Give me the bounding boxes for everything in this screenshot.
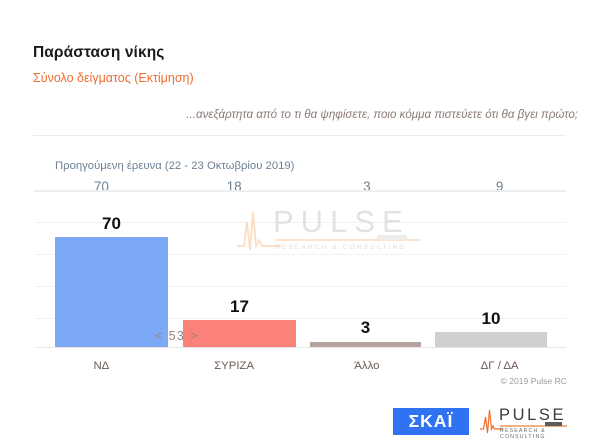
pulse-logo-tagline: RESEARCH & CONSULTING — [500, 428, 546, 440]
pulse-logo-rule — [500, 425, 567, 427]
chart-header: Παράσταση νίκης Σύνολο δείγματος (Εκτίμη… — [0, 0, 600, 135]
watermark-rule — [275, 239, 421, 241]
previous-value: 9 — [495, 179, 504, 194]
axis-baseline — [35, 347, 566, 348]
pulse-wave-icon — [480, 409, 503, 434]
bar-dg-da[interactable] — [435, 332, 547, 347]
gridline — [35, 318, 566, 319]
pulse-logo-block — [545, 422, 562, 426]
pulse-wave-icon — [237, 211, 281, 251]
previous-survey-label: Προηγούμενη έρευνα (22 - 23 Οκτωβρίου 20… — [55, 160, 295, 172]
skai-logo: ΣΚΑΪ — [393, 407, 469, 435]
gap-annotation: < 53 > — [155, 329, 199, 343]
pulse-watermark: PULSE RESEARCH & CONSULTING — [231, 204, 431, 256]
watermark-tagline: RESEARCH & CONSULTING — [275, 244, 407, 251]
x-axis-labels: ΝΔ ΣΥΡΙΖΑ Άλλο ΔΓ / ΔΑ — [35, 360, 566, 372]
header-divider — [33, 135, 566, 136]
x-tick-syriza: ΣΥΡΙΖΑ — [214, 360, 255, 372]
x-tick-nd: ΝΔ — [93, 360, 110, 372]
copyright-notice: © 2019 Pulse RC — [500, 376, 567, 386]
previous-value: 3 — [363, 179, 371, 194]
footer-logos: ΣΚΑΪ PULSE RESEARCH & CONSULTING — [393, 404, 569, 440]
bar-value-label: 17 — [230, 297, 249, 316]
pulse-logo-wordmark: PULSE — [499, 406, 567, 424]
gridline — [35, 286, 566, 287]
bar-allo[interactable] — [310, 342, 421, 347]
page-title: Παράσταση νίκης — [33, 44, 165, 61]
gridline — [35, 254, 566, 255]
bar-nd[interactable] — [55, 237, 168, 347]
gridline — [35, 222, 566, 223]
bar-chart-plot-area: PULSE RESEARCH & CONSULTING 70 17 3 10 <… — [35, 190, 566, 348]
x-tick-allo: Άλλο — [354, 360, 380, 372]
chart-subtitle: Σύνολο δείγματος (Εκτίμηση) — [33, 71, 194, 85]
survey-question: ...ανεξάρτητα από το τι θα ψηφίσετε, ποι… — [186, 108, 578, 121]
gridline — [35, 190, 566, 191]
bar-value-label: 70 — [102, 214, 121, 233]
watermark-block — [377, 235, 407, 240]
x-tick-dg-da: ΔΓ / ΔΑ — [480, 360, 519, 372]
bar-syriza[interactable] — [183, 320, 296, 347]
skai-logo-text: ΣΚΑΪ — [408, 410, 454, 431]
bar-value-label: 10 — [481, 309, 501, 328]
previous-survey-divider — [33, 191, 566, 192]
bar-value-label: 3 — [360, 318, 371, 337]
pulse-logo: PULSE RESEARCH & CONSULTING — [479, 406, 569, 440]
